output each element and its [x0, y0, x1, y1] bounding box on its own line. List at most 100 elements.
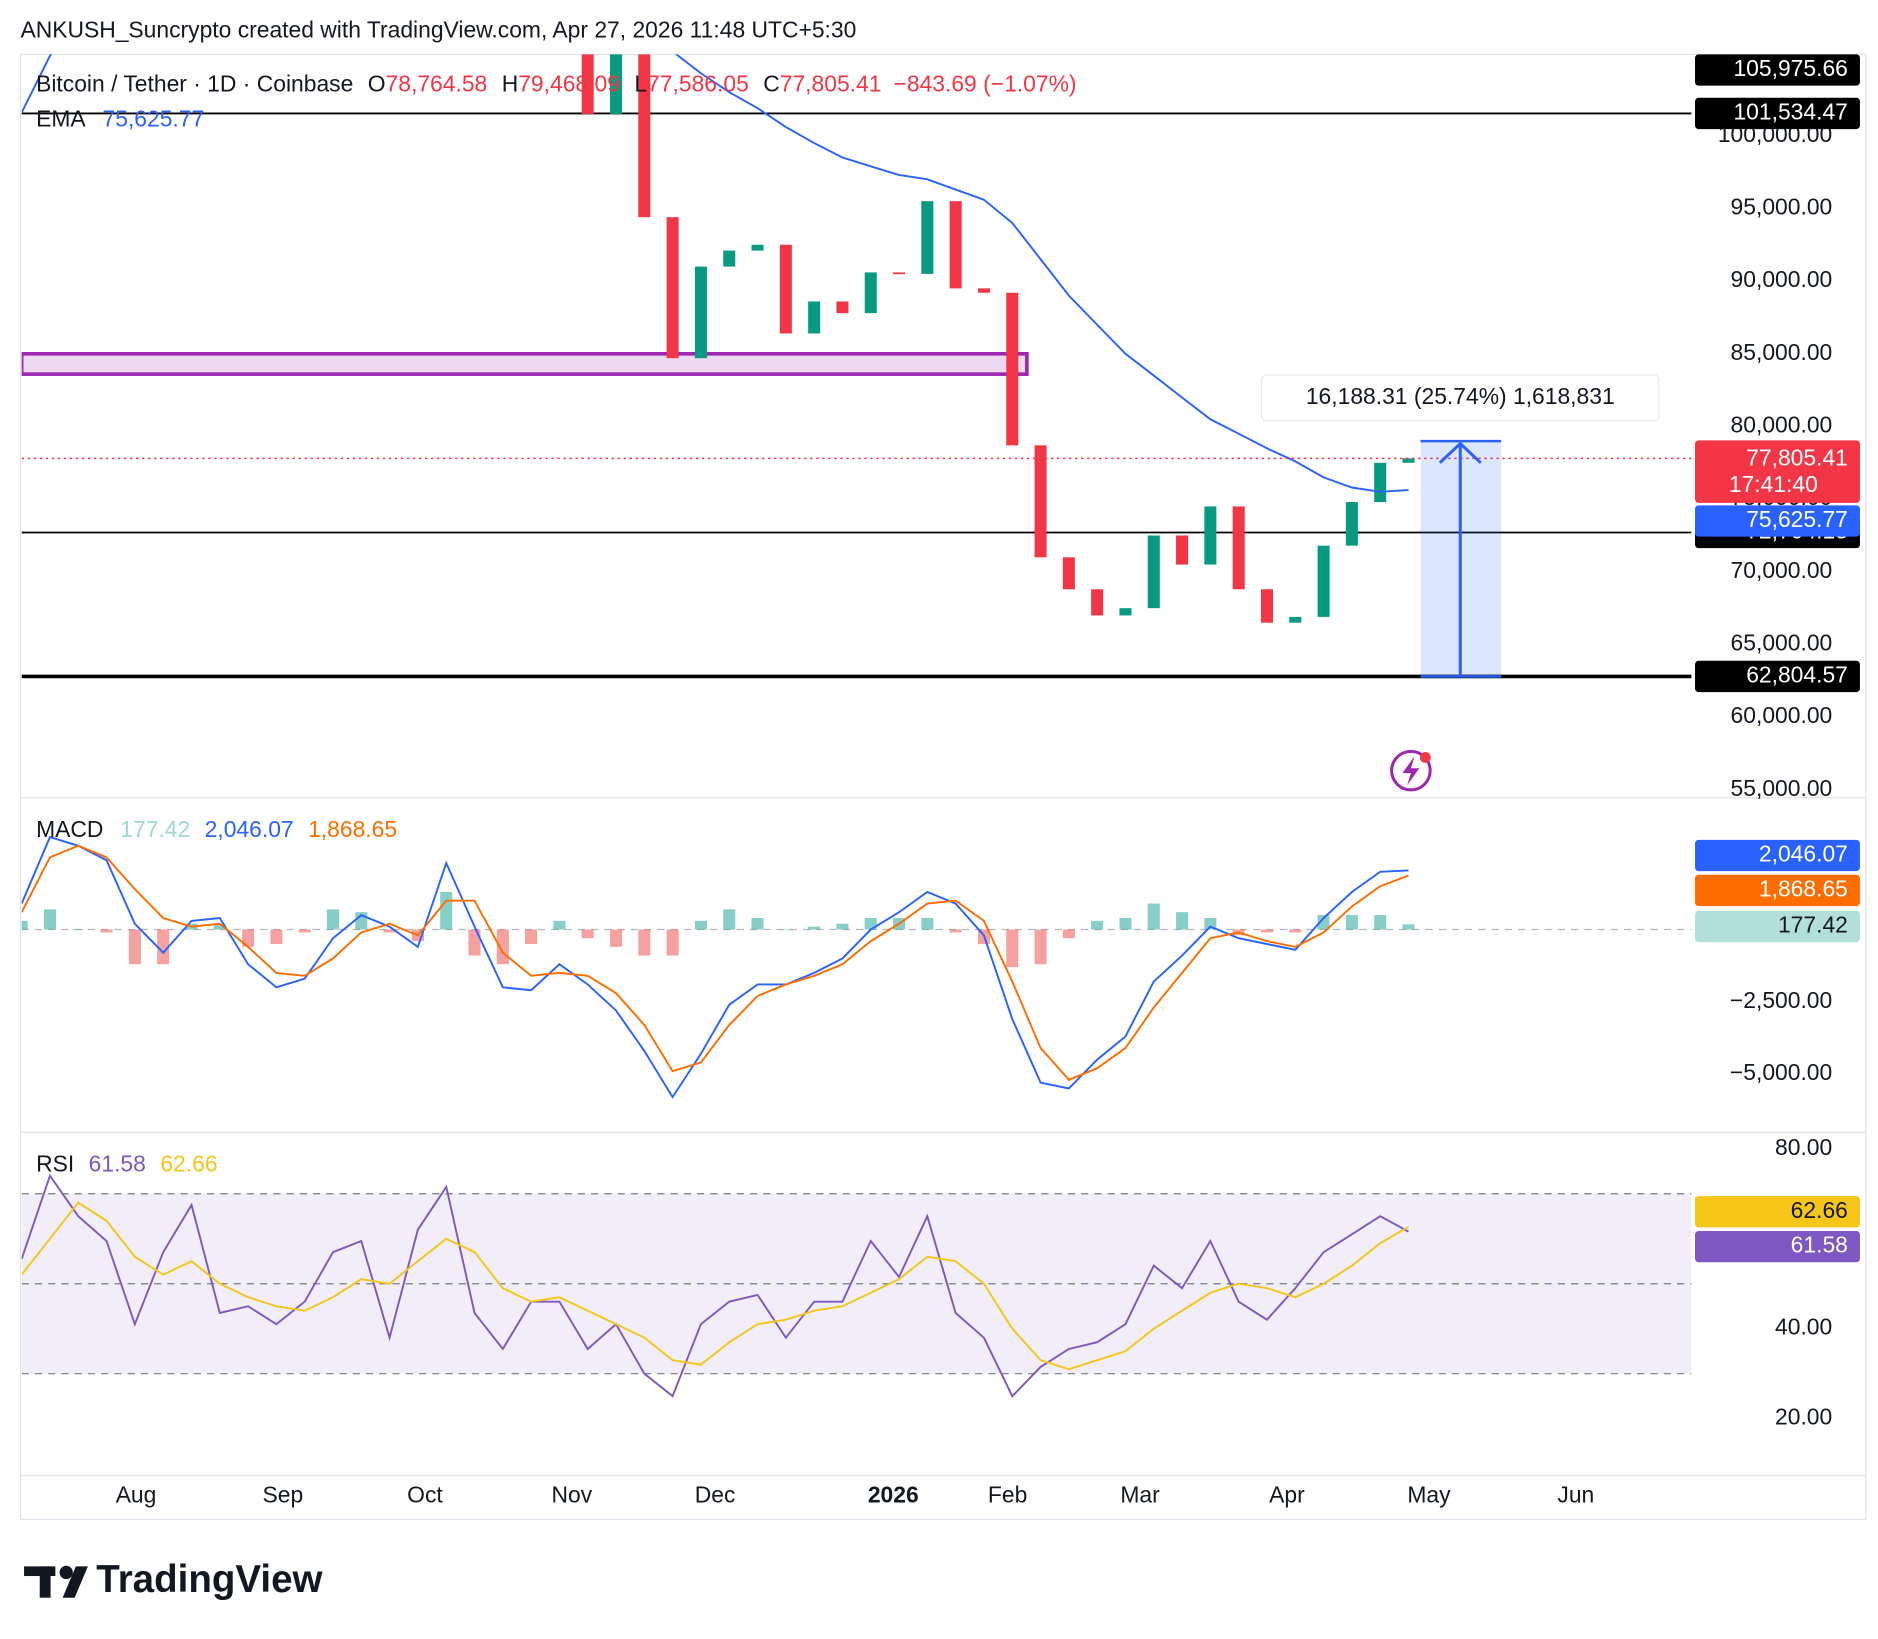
candle — [1034, 445, 1047, 558]
x-tick-label: Dec — [695, 1482, 736, 1508]
histogram-label-bg — [1695, 910, 1860, 943]
change: −843.69 (−1.07%) — [894, 71, 1077, 97]
legend-item: MACD — [36, 816, 103, 842]
legend-item: 2,046.07 — [205, 816, 294, 842]
macd-label-bg — [1695, 839, 1860, 872]
histogram-bar — [581, 929, 594, 939]
symbol-legend: Bitcoin / Tether · 1D · Coinbase O78,764.… — [36, 71, 1076, 97]
candle — [864, 272, 877, 314]
x-tick-label: Mar — [1120, 1482, 1160, 1508]
candle — [610, 54, 623, 114]
zone — [21, 351, 1029, 376]
candle — [1374, 462, 1387, 503]
brand-logo: TradingView — [24, 1558, 324, 1601]
histogram-bar — [468, 929, 481, 956]
histogram-bar — [666, 929, 679, 956]
x-tick-label: May — [1407, 1482, 1451, 1508]
legend-item: RSI — [36, 1151, 74, 1177]
level-label-bg — [1695, 97, 1860, 130]
y-tick-label: 20.00 — [1775, 1404, 1832, 1430]
measure-label-bg — [1261, 374, 1660, 422]
candle — [1147, 535, 1160, 609]
histogram-bar — [242, 929, 255, 947]
ohlc-value: 78,764.58 — [386, 71, 488, 97]
histogram-bar — [1345, 915, 1358, 930]
histogram-bar — [638, 929, 651, 956]
countdown-label: 17:41:40 — [1729, 471, 1818, 497]
y-tick-label: 70,000.00 — [1731, 557, 1833, 583]
histogram-bar — [1289, 929, 1302, 933]
histogram-bar — [213, 923, 226, 930]
histogram-bar — [1091, 920, 1104, 930]
ohlc-key: H — [502, 71, 519, 97]
y-tick-label: 95,000.00 — [1731, 193, 1833, 219]
plot-layer: 55,000.0060,000.0065,000.0070,000.0075,0… — [21, 54, 1860, 1508]
histogram-bar — [1062, 929, 1075, 939]
ema-label-bg — [1695, 505, 1860, 537]
histogram-bar — [1147, 903, 1160, 930]
y-tick-label: −5,000.00 — [1730, 1059, 1832, 1085]
histogram-bar — [72, 929, 85, 931]
legend-item: 62.66 — [160, 1151, 217, 1177]
histogram-bar — [723, 909, 736, 930]
candle — [1402, 458, 1415, 463]
legend-item: 61.58 — [89, 1151, 146, 1177]
histogram-bar — [1034, 929, 1047, 965]
y-tick-label: 85,000.00 — [1731, 339, 1833, 365]
ohlc-key: L — [634, 71, 647, 97]
histogram-bar — [100, 929, 113, 933]
candle — [1006, 292, 1019, 446]
y-tick-label: 40.00 — [1775, 1314, 1832, 1340]
histogram-bar — [525, 929, 538, 944]
series-line — [21, 1201, 1409, 1371]
rsi-label: 61.58 — [1791, 1232, 1848, 1258]
alert-icon — [1390, 749, 1432, 792]
legend-item: 75,625.77 — [103, 106, 205, 132]
histogram-bar — [836, 923, 849, 930]
brand-name: TradingView — [96, 1558, 323, 1601]
candle — [581, 54, 594, 114]
candle — [949, 201, 962, 289]
histogram-bar — [808, 926, 821, 930]
x-tick-label: Apr — [1269, 1482, 1305, 1508]
histogram-bar — [440, 891, 453, 930]
candle — [1289, 616, 1302, 623]
candle — [1317, 545, 1330, 617]
x-tick-label: 2026 — [868, 1482, 919, 1508]
candle — [977, 288, 990, 293]
legend-item: 177.42 — [120, 816, 190, 842]
histogram-bar — [128, 929, 141, 965]
rsi-label-bg — [1695, 1230, 1860, 1263]
histogram-bar — [1006, 929, 1019, 968]
histogram-bar — [610, 929, 623, 947]
histogram-label: 177.42 — [1778, 912, 1848, 938]
histogram-bar — [751, 917, 764, 930]
y-tick-label: −2,500.00 — [1730, 987, 1832, 1013]
candle — [1260, 589, 1274, 623]
macd-label: 2,046.07 — [1759, 841, 1848, 867]
signal-label: 1,868.65 — [1759, 875, 1848, 901]
x-tick-label: Feb — [988, 1482, 1027, 1508]
icon-bolt — [1402, 756, 1420, 786]
candle — [666, 217, 679, 359]
histogram-bar — [1260, 929, 1274, 933]
candle — [1232, 506, 1245, 590]
y-tick-label: 90,000.00 — [1731, 266, 1833, 292]
histogram-bar — [1176, 912, 1189, 930]
legend: EMA 75,625.77 — [36, 106, 204, 132]
candle — [1204, 506, 1217, 565]
candle — [751, 244, 764, 251]
price-plot — [21, 54, 1692, 679]
logo-part — [59, 1565, 73, 1580]
rsi-label-bg — [1695, 1196, 1860, 1228]
histogram-bar — [1402, 924, 1415, 930]
ohlc-value: 77,586.05 — [647, 71, 749, 97]
level-label: 101,534.47 — [1733, 99, 1847, 125]
histogram-bar — [298, 929, 311, 933]
series-line — [21, 54, 1409, 493]
histogram-bar — [1119, 917, 1132, 930]
level-label: 105,975.66 — [1733, 55, 1847, 81]
